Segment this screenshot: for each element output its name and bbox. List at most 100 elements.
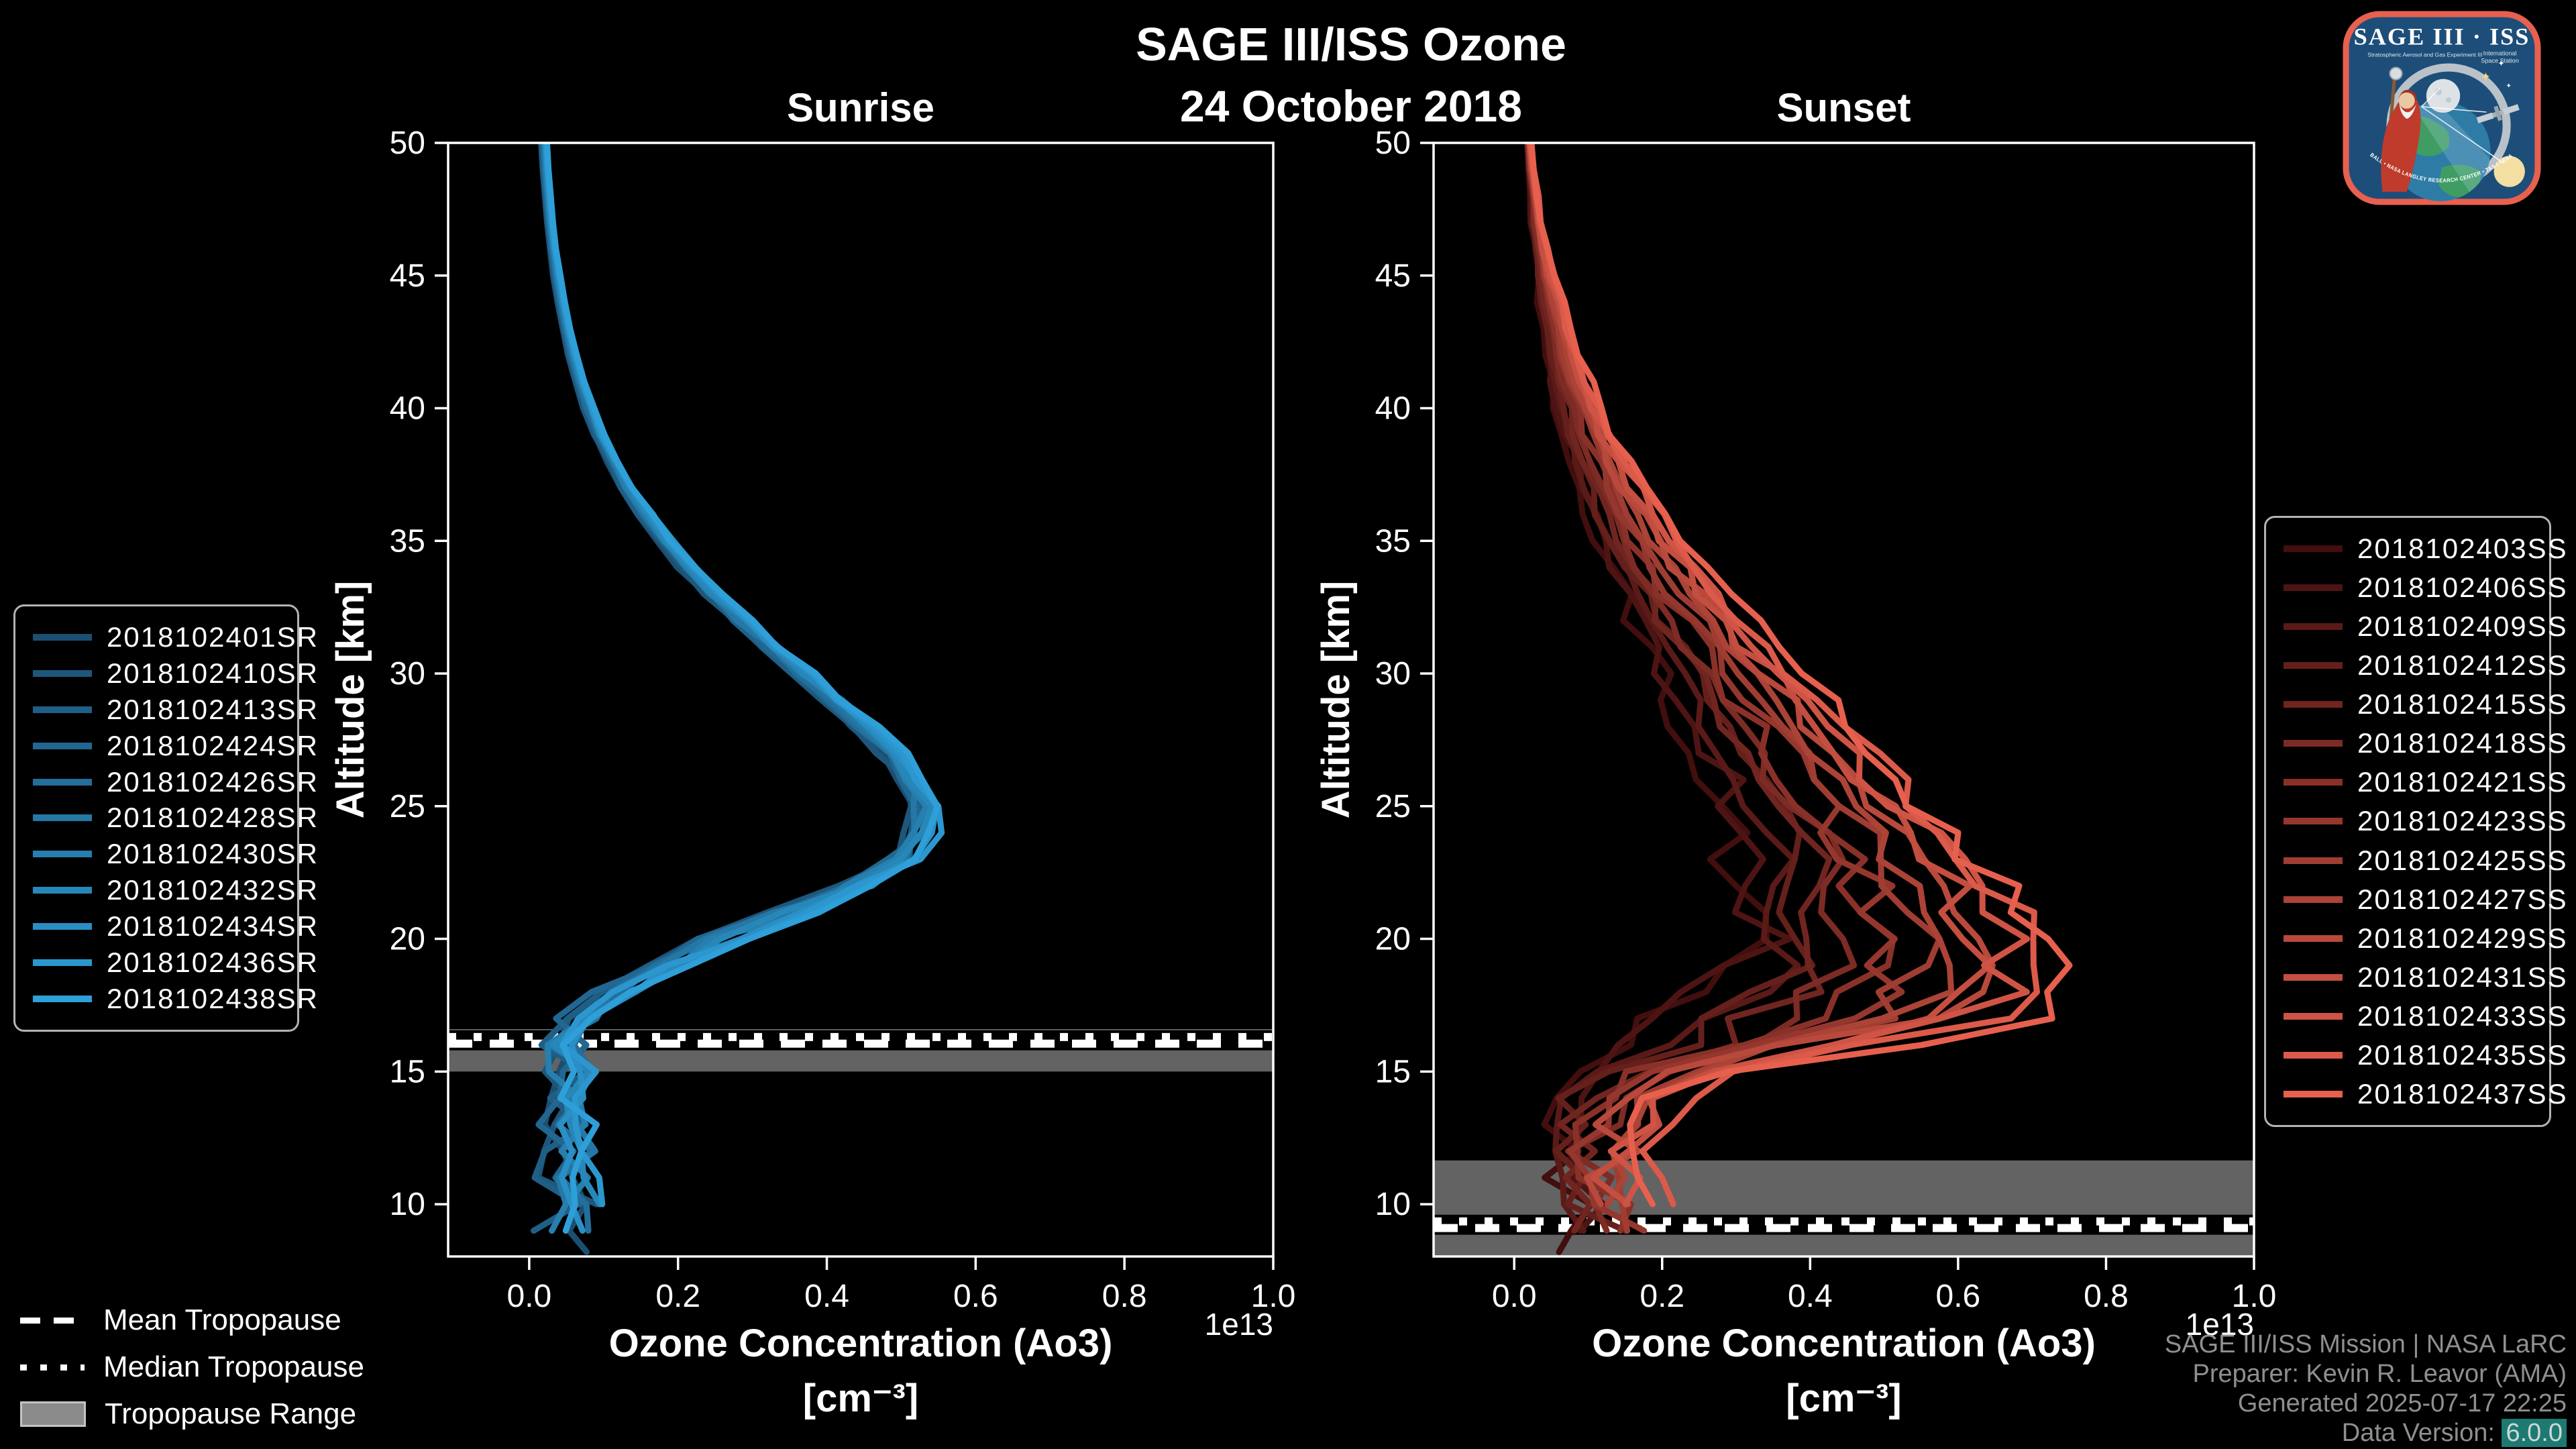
- x-tick-label: 0.0: [1492, 1279, 1537, 1314]
- legend-label: Median Tropopause: [103, 1350, 364, 1383]
- legend-line-swatch: [2284, 584, 2343, 592]
- y-tick-label: 35: [390, 523, 425, 559]
- patch-subtitle-right-2: Space Station: [2481, 58, 2518, 64]
- legend-item: 2018102412SS: [2284, 649, 2567, 682]
- x-tick-label: 0.0: [507, 1279, 552, 1314]
- legend-item: 2018102427SS: [2284, 883, 2567, 916]
- attribution-mission: SAGE III/ISS Mission | NASA LaRC: [2164, 1330, 2567, 1358]
- sunset-panel-title: Sunset: [1776, 85, 1911, 130]
- legend-line-swatch: [2284, 740, 2343, 747]
- legend-label: 2018102409SS: [2357, 610, 2568, 643]
- sight-lines: [2421, 87, 2505, 164]
- x-tick-label: 0.4: [1788, 1279, 1833, 1314]
- legend-item: 2018102429SS: [2284, 922, 2567, 955]
- x-tick-label: 0.6: [1936, 1279, 1981, 1314]
- x-tick-label: 0.8: [2084, 1279, 2129, 1314]
- legend-label: 2018102432SR: [107, 874, 319, 906]
- dashed-line-icon: [20, 1317, 85, 1324]
- patch-title: SAGE III · ISS: [2354, 23, 2530, 50]
- legend-label: Tropopause Range: [105, 1397, 357, 1430]
- y-tick-label: 10: [1375, 1187, 1411, 1222]
- legend-label: 2018102426SR: [107, 765, 319, 798]
- legend-label: 2018102434SR: [107, 910, 319, 943]
- legend-item: 2018102434SR: [33, 910, 317, 943]
- star-icon: ✦: [2498, 59, 2505, 68]
- legend-label: 2018102412SS: [2357, 649, 2568, 682]
- legend-label: 2018102406SS: [2357, 572, 2568, 604]
- legend-item: 2018102401SR: [33, 621, 317, 653]
- legend-label: 2018102418SS: [2357, 727, 2568, 759]
- attribution-preparer: Preparer: Kevin R. Leavor (AMA): [2192, 1360, 2567, 1388]
- y-tick-label: 25: [390, 789, 425, 824]
- legend-label: 2018102415SS: [2357, 688, 2568, 720]
- legend-item-mean-tropopause: Mean Tropopause: [20, 1303, 364, 1338]
- figure-title: SAGE III/ISS Ozone 24 October 2018: [436, 13, 2266, 137]
- legend-item: 2018102430SR: [33, 838, 317, 870]
- legend-label: 2018102436SR: [107, 947, 319, 979]
- sunrise-ylabel: Altitude [km]: [329, 581, 372, 818]
- tropopause-legend: Mean Tropopause Median Tropopause Tropop…: [20, 1303, 364, 1432]
- y-tick-label: 30: [1375, 656, 1411, 692]
- legend-item: 2018102433SS: [2284, 1000, 2567, 1032]
- sunrise-series-2018102438SR: [544, 143, 941, 1234]
- legend-label: 2018102430SR: [107, 838, 319, 870]
- data-version-value: 6.0.0: [2502, 1419, 2567, 1447]
- sage-wizard-figure-icon: [2381, 66, 2421, 192]
- legend-line-swatch: [33, 634, 92, 641]
- sunrise-panel-title: Sunrise: [786, 85, 935, 130]
- legend-item: 2018102437SS: [2284, 1078, 2567, 1110]
- legend-item: 2018102418SS: [2284, 727, 2567, 759]
- legend-label: 2018102433SS: [2357, 1000, 2568, 1032]
- sunrise-series-2018102401SR: [538, 143, 916, 1255]
- legend-line-swatch: [2284, 1051, 2343, 1059]
- legend-item: 2018102431SS: [2284, 961, 2567, 994]
- moon-crater: [2434, 88, 2442, 95]
- legend-line-swatch: [33, 959, 92, 967]
- legend-label: 2018102437SS: [2357, 1077, 2568, 1110]
- y-tick-label: 40: [1375, 391, 1411, 427]
- sunset-curves: [1524, 143, 2073, 1255]
- legend-label: 2018102431SS: [2357, 961, 2568, 993]
- legend-item: 2018102438SR: [33, 983, 317, 1015]
- legend-item: 2018102403SS: [2284, 533, 2567, 565]
- legend-item: 2018102436SR: [33, 947, 317, 979]
- sunset-axis-offset-label: 1e13: [2186, 1307, 2254, 1342]
- legend-line-swatch: [2284, 1012, 2343, 1020]
- legend-line-swatch: [33, 923, 92, 930]
- legend-label: 2018102428SR: [107, 802, 319, 834]
- legend-line-swatch: [2284, 779, 2343, 786]
- y-tick-label: 45: [1375, 258, 1411, 294]
- y-tick-label: 50: [1375, 125, 1411, 161]
- sunset-xlabel-line1: Ozone Concentration (Ao3): [1592, 1322, 2096, 1365]
- legend-item-tropopause-range: Tropopause Range: [20, 1397, 364, 1432]
- sunset-series-2018102437SS: [1528, 143, 2073, 1208]
- y-tick-label: 10: [390, 1187, 425, 1222]
- x-tick-label: 1.0: [1251, 1279, 1296, 1314]
- x-tick-label: 0.8: [1102, 1279, 1147, 1314]
- legend-line-swatch: [2284, 934, 2343, 942]
- legend-item: 2018102432SR: [33, 874, 317, 906]
- dotted-line-icon: [20, 1364, 85, 1371]
- legend-line-swatch: [33, 995, 92, 1002]
- star-icon: ✦: [2481, 70, 2491, 84]
- legend-label: 2018102435SS: [2357, 1038, 2568, 1071]
- x-tick-label: 1.0: [2232, 1279, 2277, 1314]
- sunset-xlabel-line2: [cm⁻³]: [1786, 1377, 1901, 1420]
- legend-line-swatch: [33, 887, 92, 894]
- legend-label: 2018102424SR: [107, 729, 319, 761]
- sunrise-axis-offset-label: 1e13: [1205, 1307, 1273, 1342]
- legend-label: 2018102423SS: [2357, 805, 2568, 837]
- figure-title-line1: SAGE III/ISS Ozone: [1136, 18, 1566, 70]
- legend-line-swatch: [2284, 1090, 2343, 1097]
- sage-iii-iss-mission-patch: SAGE III · ISS Stratospheric Aerosol and…: [2340, 11, 2544, 207]
- attribution: SAGE III/ISS Mission | NASA LaRC Prepare…: [2165, 1330, 2567, 1448]
- legend-line-swatch: [33, 742, 92, 749]
- sunset-series-2018102435SS: [1527, 143, 2040, 1208]
- legend-label: 2018102427SS: [2357, 883, 2568, 915]
- y-tick-label: 40: [390, 391, 425, 427]
- data-version-label: Data Version:: [2341, 1419, 2502, 1447]
- y-tick-label: 20: [1375, 922, 1411, 957]
- legend-label: 2018102421SS: [2357, 766, 2568, 798]
- legend-label: 2018102413SR: [107, 693, 319, 725]
